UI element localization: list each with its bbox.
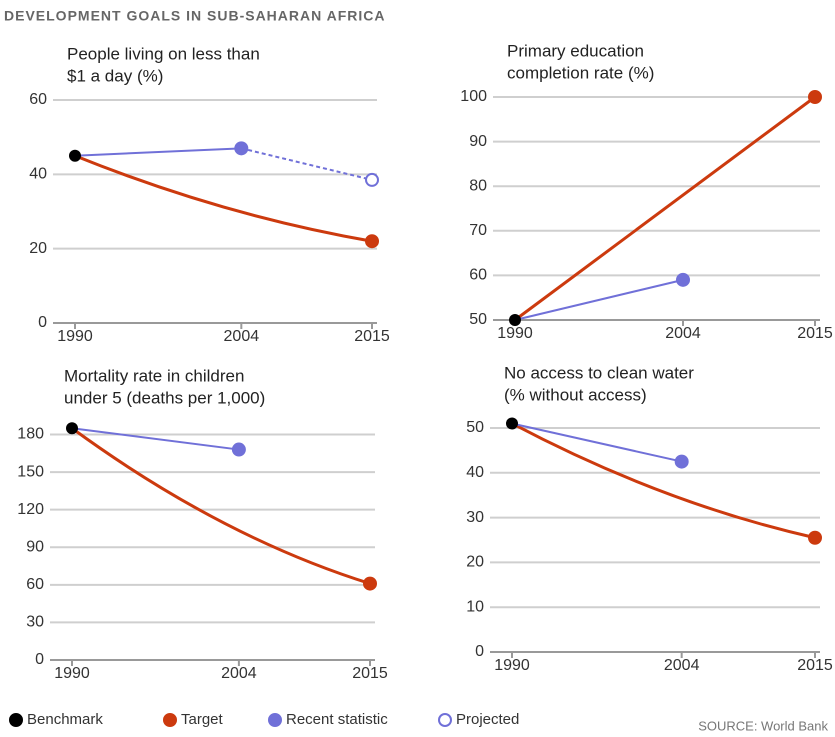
page-title: DEVELOPMENT GOALS IN SUB-SAHARAN AFRICA	[4, 8, 386, 24]
y-tick-label: 60	[29, 91, 47, 108]
benchmark-marker	[506, 417, 518, 430]
x-tick-label: 1990	[57, 328, 93, 345]
legend-label: Target	[181, 711, 224, 728]
chart-title: Primary education	[507, 41, 644, 60]
target-marker	[365, 234, 379, 249]
y-tick-label: 50	[469, 311, 487, 328]
legend-label: Benchmark	[27, 711, 103, 728]
x-tick-label: 2004	[221, 665, 257, 682]
projected-marker	[365, 172, 379, 187]
recent-line	[511, 422, 682, 463]
chart-title: under 5 (deaths per 1,000)	[64, 388, 265, 407]
projected-line	[241, 147, 373, 181]
y-tick-label: 40	[29, 166, 47, 183]
y-tick-label: 180	[17, 426, 44, 443]
x-tick-label: 2004	[224, 328, 260, 345]
recent-line	[71, 427, 240, 451]
y-tick-label: 70	[469, 222, 487, 239]
target-line	[71, 427, 371, 586]
target-marker	[808, 530, 822, 545]
y-tick-label: 30	[26, 614, 44, 631]
y-tick-label: 60	[469, 267, 487, 284]
source: SOURCE: World Bank	[698, 718, 828, 733]
legend-marker	[438, 713, 452, 727]
target-line	[514, 95, 816, 322]
y-tick-label: 90	[469, 133, 487, 150]
y-tick-label: 90	[26, 538, 44, 555]
benchmark-marker	[66, 422, 78, 435]
recent-marker	[676, 272, 690, 287]
y-tick-label: 0	[475, 643, 484, 660]
legend-marker	[9, 713, 23, 727]
x-tick-label: 2004	[664, 657, 700, 674]
y-tick-label: 30	[466, 509, 484, 526]
x-tick-label: 2015	[354, 328, 390, 345]
legend-marker	[268, 713, 282, 727]
recent-marker	[234, 141, 249, 156]
y-tick-label: 0	[35, 651, 44, 668]
legend-label: Projected	[456, 711, 519, 728]
x-tick-label: 1990	[497, 325, 533, 342]
recent-line	[74, 147, 242, 157]
x-tick-label: 2004	[665, 325, 701, 342]
benchmark-marker	[509, 314, 521, 326]
chart-title: (% without access)	[504, 385, 647, 404]
legend-label: Recent statistic	[286, 711, 388, 728]
y-tick-label: 120	[17, 501, 44, 518]
y-tick-label: 0	[38, 314, 47, 331]
recent-line	[514, 278, 684, 321]
y-tick-label: 50	[466, 419, 484, 436]
target-line	[74, 154, 373, 243]
x-tick-label: 2015	[352, 665, 388, 682]
y-tick-label: 150	[17, 463, 44, 480]
legend-marker	[163, 713, 177, 727]
y-tick-label: 10	[466, 598, 484, 615]
chart-title: completion rate (%)	[507, 63, 654, 82]
target-marker	[363, 576, 377, 591]
x-tick-label: 2015	[797, 657, 833, 674]
chart-title: Mortality rate in children	[64, 366, 244, 385]
chart-title: People living on less than	[67, 44, 260, 63]
x-tick-label: 2015	[797, 325, 833, 342]
y-tick-label: 20	[29, 240, 47, 257]
chart-title: No access to clean water	[504, 363, 694, 382]
y-tick-label: 20	[466, 554, 484, 571]
target-marker	[808, 90, 822, 104]
chart-title: $1 a day (%)	[67, 66, 163, 85]
y-tick-label: 100	[460, 88, 487, 105]
y-tick-label: 60	[26, 576, 44, 593]
target-line	[511, 422, 816, 540]
benchmark-marker	[69, 149, 81, 162]
recent-marker	[674, 454, 689, 469]
y-tick-label: 40	[466, 464, 484, 481]
y-tick-label: 80	[469, 177, 487, 194]
recent-marker	[231, 442, 246, 457]
x-tick-label: 1990	[494, 657, 530, 674]
x-tick-label: 1990	[54, 665, 90, 682]
